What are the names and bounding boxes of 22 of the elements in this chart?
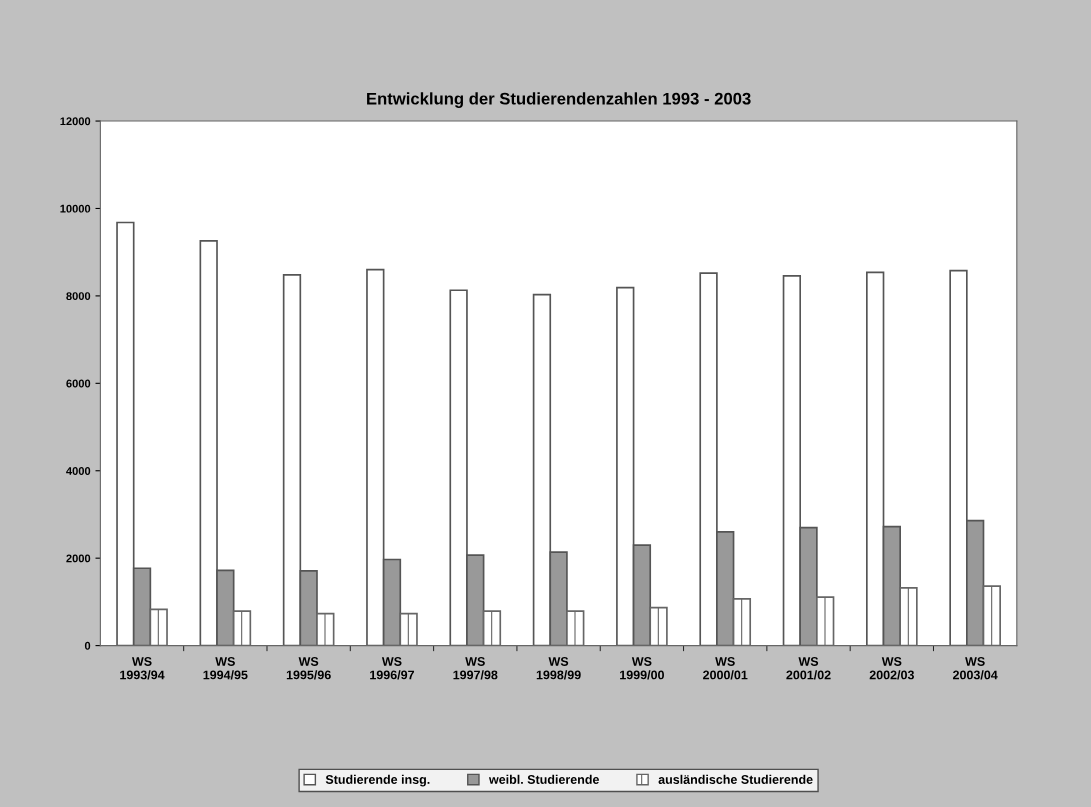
legend-label: ausländische Studierende bbox=[658, 774, 813, 784]
x-tick-label: WS 1996/97 bbox=[370, 657, 415, 680]
legend-label: Studierende insg. bbox=[325, 774, 430, 787]
x-tick-label: WS 1997/98 bbox=[453, 657, 498, 680]
x-tick-label: WS 2000/01 bbox=[703, 657, 748, 680]
y-tick-label: 12000 bbox=[60, 117, 91, 126]
x-tick-label: WS 2003/04 bbox=[953, 657, 998, 680]
legend-label: weibl. Studierende bbox=[488, 774, 599, 784]
x-tick-label: WS 1995/96 bbox=[286, 657, 331, 680]
x-tick-label: WS 1993/94 bbox=[120, 657, 165, 680]
y-tick-label: 2000 bbox=[66, 554, 91, 563]
x-tick-label: WS 2001/02 bbox=[786, 657, 831, 680]
chart-title: Entwicklung der Studierendenzahlen 1993 - 2003 bbox=[367, 92, 751, 108]
y-tick-label: 4000 bbox=[66, 467, 91, 475]
x-tick-label: WS 1998/99 bbox=[536, 657, 581, 680]
y-tick-label: 10000 bbox=[60, 204, 91, 213]
y-tick-label: 8000 bbox=[66, 292, 91, 301]
y-tick-label: 6000 bbox=[66, 379, 91, 388]
y-tick-label: 0 bbox=[84, 641, 91, 650]
x-tick-label: WS 1994/95 bbox=[203, 657, 248, 680]
x-tick-label: WS 2002/03 bbox=[869, 657, 914, 680]
x-tick-label: WS 1999/00 bbox=[620, 657, 664, 680]
